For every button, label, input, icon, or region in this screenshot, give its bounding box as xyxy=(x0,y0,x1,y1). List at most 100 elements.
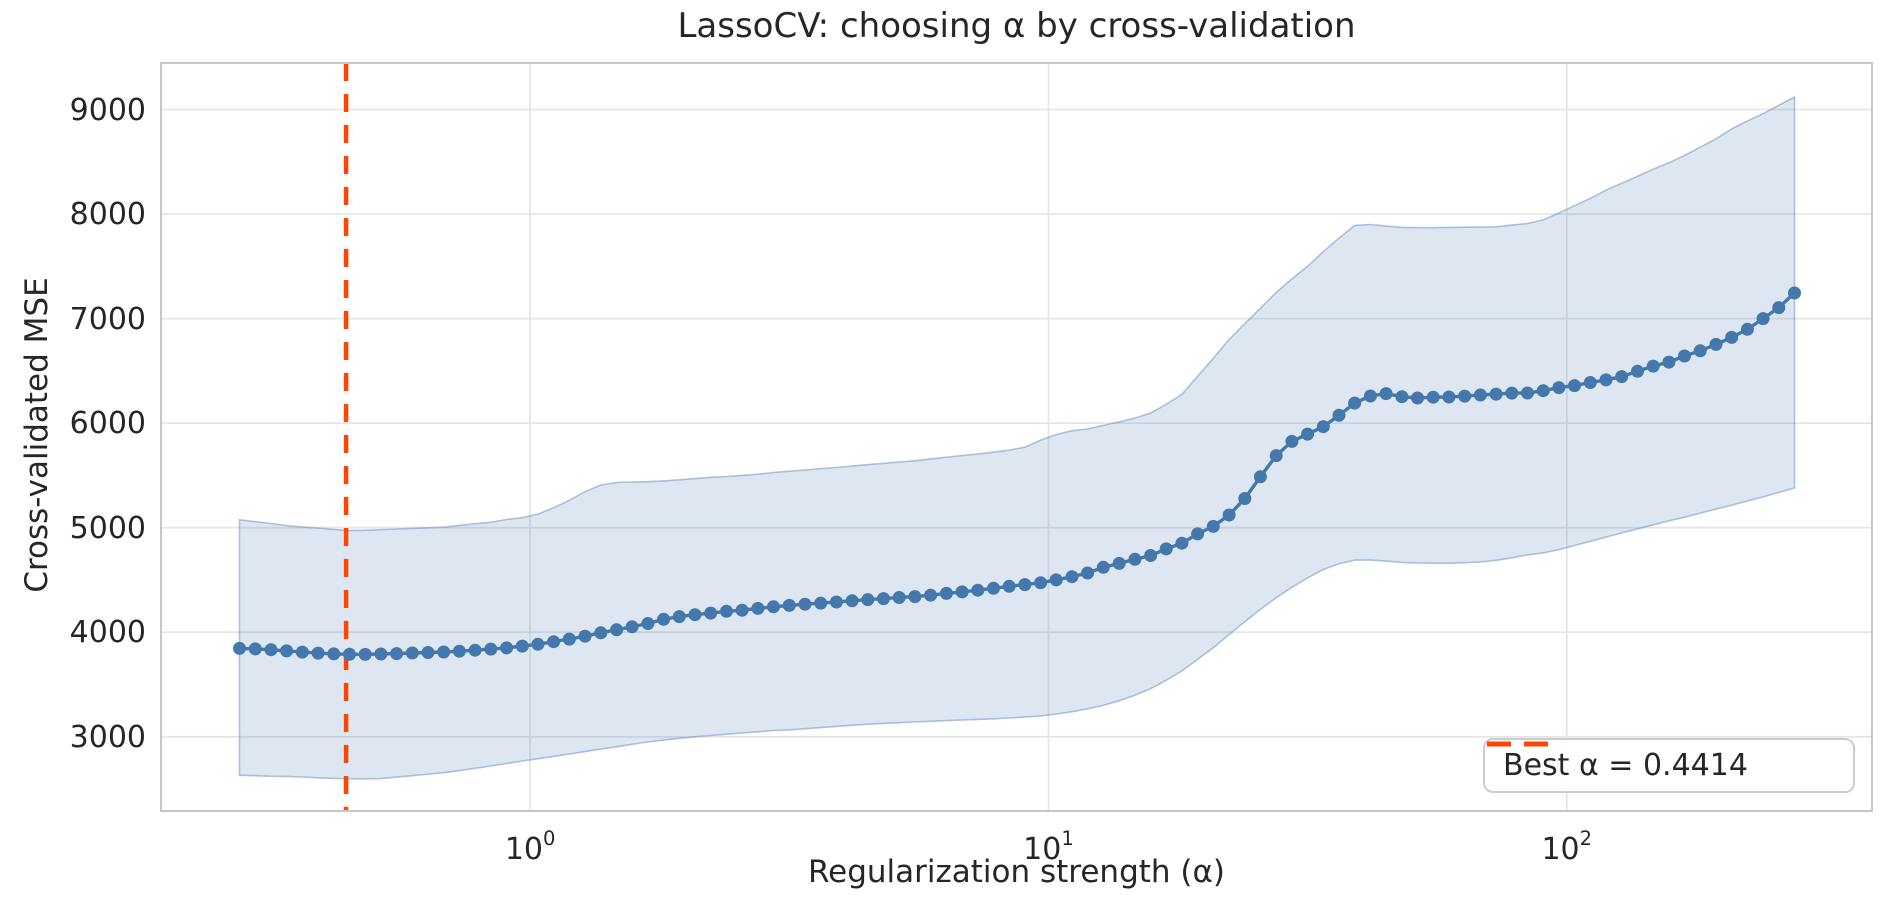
data-point xyxy=(405,646,419,660)
data-point xyxy=(1049,573,1063,587)
data-point xyxy=(1395,390,1409,404)
data-point xyxy=(1489,387,1503,401)
data-point xyxy=(1253,470,1267,484)
data-point xyxy=(1269,449,1283,463)
legend-dash-icon xyxy=(1487,741,1551,747)
x-tick-label: 101 xyxy=(1023,827,1074,867)
data-point xyxy=(233,641,246,655)
data-point xyxy=(547,635,561,649)
data-point xyxy=(908,590,922,604)
data-point xyxy=(751,601,765,615)
data-point xyxy=(1222,508,1236,522)
data-point xyxy=(924,588,938,602)
data-point xyxy=(1646,359,1660,373)
y-tick-label: 7000 xyxy=(69,301,146,337)
data-point xyxy=(955,585,969,599)
data-point xyxy=(1473,388,1487,402)
data-point xyxy=(500,641,514,655)
data-point xyxy=(1442,390,1456,404)
data-point xyxy=(295,645,309,659)
y-tick-label: 4000 xyxy=(69,615,146,651)
data-point xyxy=(374,647,388,661)
data-point xyxy=(1772,301,1786,315)
y-tick-label: 8000 xyxy=(69,197,146,233)
data-point xyxy=(720,604,733,618)
data-point xyxy=(829,595,843,609)
data-point xyxy=(1159,542,1173,556)
data-point xyxy=(767,600,780,614)
data-point xyxy=(798,597,812,611)
data-point xyxy=(1411,391,1424,405)
data-point xyxy=(594,626,608,640)
data-point xyxy=(1725,330,1739,344)
data-point xyxy=(1662,355,1676,369)
data-point xyxy=(1615,370,1629,384)
data-point xyxy=(987,581,1000,595)
data-point xyxy=(782,598,796,612)
data-point xyxy=(1112,556,1126,570)
x-tick-label: 100 xyxy=(504,827,556,867)
data-point xyxy=(484,642,498,656)
data-point xyxy=(1788,286,1801,300)
data-point xyxy=(390,647,404,661)
data-point xyxy=(1206,519,1220,533)
data-point xyxy=(1191,527,1205,541)
data-point xyxy=(437,645,451,659)
data-point xyxy=(1238,492,1252,505)
data-point xyxy=(343,647,356,661)
data-point xyxy=(264,643,278,657)
data-point xyxy=(861,593,875,607)
plot-border xyxy=(160,62,1873,812)
data-point xyxy=(1678,349,1691,363)
data-point xyxy=(845,594,859,608)
data-point xyxy=(1599,373,1613,387)
data-point xyxy=(1740,322,1754,336)
mse-line xyxy=(239,291,1796,657)
data-point xyxy=(452,644,466,658)
data-point xyxy=(641,617,655,630)
data-point xyxy=(1144,549,1158,562)
y-tick-label: 5000 xyxy=(69,510,146,546)
data-point xyxy=(327,647,341,661)
data-point xyxy=(562,632,576,646)
data-point xyxy=(280,644,294,658)
data-point xyxy=(814,596,828,610)
data-point xyxy=(1096,560,1110,574)
data-point xyxy=(657,612,671,626)
data-point xyxy=(625,620,639,634)
x-axis-label: Regularization strength (α) xyxy=(807,854,1226,890)
data-point xyxy=(735,603,749,617)
data-point xyxy=(704,606,718,620)
data-point xyxy=(248,642,262,656)
data-point xyxy=(1505,386,1519,400)
data-point xyxy=(939,586,953,600)
legend-label: Best α = 0.4414 xyxy=(1503,748,1748,783)
y-tick-label: 9000 xyxy=(69,92,146,128)
data-point xyxy=(1285,434,1299,448)
data-point xyxy=(358,647,372,661)
data-point xyxy=(1002,579,1016,593)
data-point xyxy=(1348,396,1362,410)
data-point xyxy=(1552,381,1566,395)
legend: Best α = 0.4414 xyxy=(1483,738,1855,793)
data-point xyxy=(1583,376,1597,389)
data-point xyxy=(468,643,482,657)
data-point xyxy=(1631,364,1644,378)
data-point xyxy=(421,646,435,659)
data-point xyxy=(1756,312,1770,326)
data-point xyxy=(1521,386,1534,400)
data-point xyxy=(1128,552,1142,566)
data-point xyxy=(1693,344,1707,358)
data-point xyxy=(1301,427,1315,441)
data-point xyxy=(1709,337,1723,351)
y-tick-label: 6000 xyxy=(69,406,146,442)
data-point xyxy=(311,646,325,660)
data-point xyxy=(1034,576,1048,590)
data-point xyxy=(971,583,985,597)
x-tick-label: 102 xyxy=(1541,827,1593,867)
data-point xyxy=(1363,389,1377,403)
data-point xyxy=(1081,566,1095,580)
confidence-band xyxy=(238,95,1796,780)
